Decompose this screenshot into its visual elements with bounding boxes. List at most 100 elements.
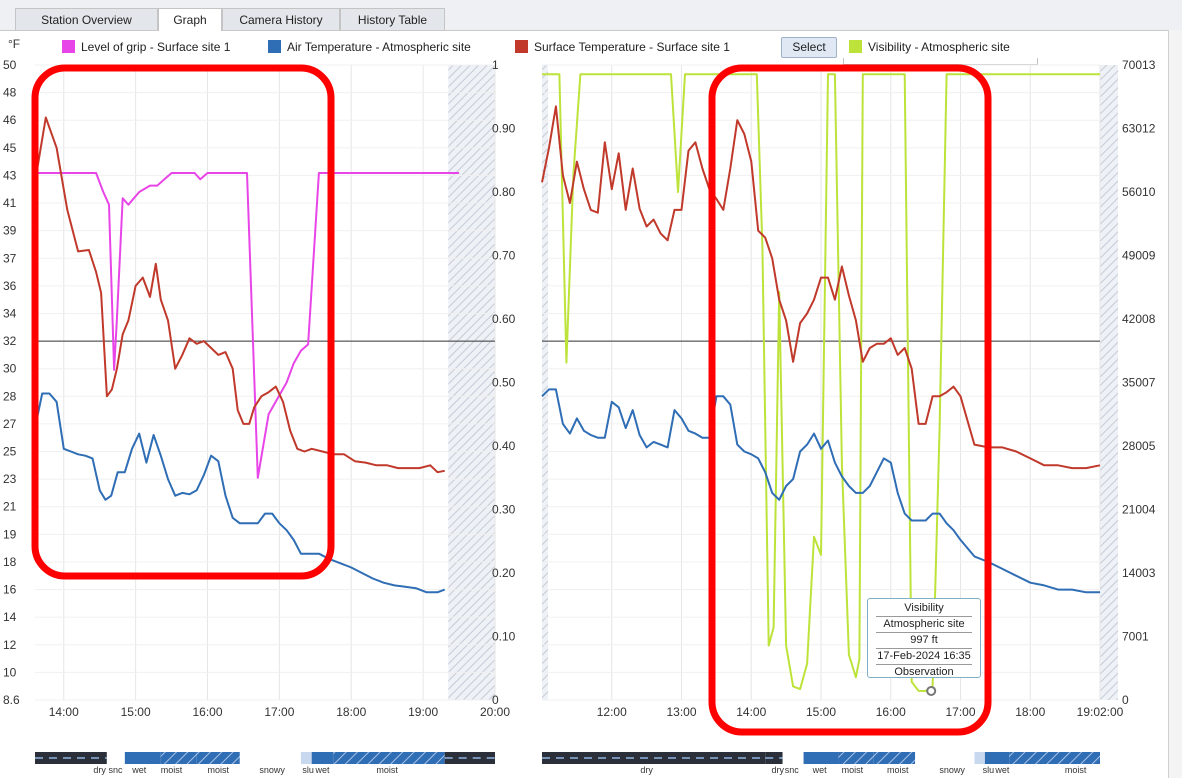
x-tick-label: 15:00 — [121, 705, 151, 719]
y-visibility-tick-label: 21004 — [1122, 503, 1156, 517]
hover-point-marker — [926, 685, 937, 696]
condition-label: slu — [302, 765, 314, 775]
x-tick-label: 13:00 — [666, 705, 696, 719]
select-button[interactable]: Select — [781, 37, 837, 58]
y-left-tick-label: 25 — [3, 445, 17, 459]
condition-label: snowy — [259, 765, 285, 775]
y-grip-tick-label: 0.20 — [492, 566, 516, 580]
visibility-swatch — [849, 40, 862, 53]
y-visibility-tick-label: 63012 — [1122, 122, 1156, 136]
y-left-tick-label: 28 — [3, 389, 17, 403]
y-visibility-tick-label: 70013 — [1122, 58, 1156, 72]
condition-strip-segment — [1009, 752, 1100, 764]
left-plot-area — [35, 65, 495, 700]
y-visibility-tick-label: 35007 — [1122, 376, 1156, 390]
legend-grip-label: Level of grip - Surface site 1 — [81, 40, 231, 54]
x-tick-label: 17:00 — [264, 705, 294, 719]
condition-label: moist — [376, 765, 398, 775]
condition-strip-segment — [239, 752, 301, 764]
x-tick-label: 15:00 — [806, 705, 836, 719]
x-tick-label: 14:00 — [49, 705, 79, 719]
condition-strip-segment — [106, 752, 125, 764]
y-visibility-tick-label: 0 — [1122, 693, 1129, 707]
tooltip-line3: 997 ft — [876, 633, 972, 649]
x-tick-label: 14:00 — [736, 705, 766, 719]
y-grip-tick-label: 0.70 — [492, 249, 516, 263]
right-scrollbar[interactable] — [1168, 30, 1182, 778]
tab-station-overview[interactable]: Station Overview — [15, 8, 158, 30]
condition-strip-segment — [765, 752, 783, 764]
condition-label: moist — [1065, 765, 1087, 775]
y-grip-tick-label: 0.90 — [492, 122, 516, 136]
y-grip-tick-label: 0.60 — [492, 312, 516, 326]
y-left-tick-label: 14 — [3, 610, 17, 624]
condition-strip-segment — [873, 752, 916, 764]
air-temp-series-line-right — [541, 388, 1100, 594]
y-grip-tick-label: 0 — [492, 693, 499, 707]
legend-surface[interactable]: Surface Temperature - Surface site 1 — [515, 38, 730, 56]
y-grip-tick-label: 0.50 — [492, 376, 516, 390]
x-tick-label: 19:00 — [408, 705, 438, 719]
surface-temp-series-line-right — [541, 105, 1101, 470]
y-left-tick-label: 37 — [3, 251, 17, 265]
surface-temp-series-line-left — [34, 116, 445, 474]
legend-visibility-label: Visibility - Atmospheric site — [868, 40, 1010, 54]
x-tick-label: 19:02:00 — [1077, 705, 1124, 719]
y-visibility-tick-label: 14003 — [1122, 566, 1156, 580]
y-left-tick-label: 18 — [3, 555, 17, 569]
y-visibility-tick-label: 49009 — [1122, 249, 1156, 263]
visibility-series-line — [542, 73, 1100, 692]
legend-visibility[interactable]: Visibility - Atmospheric site — [849, 38, 1010, 56]
tooltip-line1: Visibility — [876, 601, 972, 617]
tooltip-line5: Observation — [894, 666, 954, 678]
y-grip-tick-label: 0.30 — [492, 503, 516, 517]
condition-label: wet — [314, 765, 330, 775]
tab-camera-history[interactable]: Camera History — [222, 8, 340, 30]
condition-strip-segment — [974, 752, 985, 764]
y-left-tick-label: 23 — [3, 472, 17, 486]
condition-label: moist — [208, 765, 230, 775]
tab-graph[interactable]: Graph — [158, 8, 222, 31]
condition-strip-segment — [782, 752, 804, 764]
left-unit-label: °F — [8, 37, 20, 51]
grip-swatch — [62, 40, 75, 53]
y-left-tick-label: 10 — [3, 665, 17, 679]
tab-history-table[interactable]: History Table — [340, 8, 445, 30]
y-left-tick-label: 8.6 — [3, 693, 20, 707]
legend-surface-label: Surface Temperature - Surface site 1 — [534, 40, 730, 54]
y-left-tick-label: 48 — [3, 86, 17, 100]
condition-label: wet — [131, 765, 147, 775]
x-tick-label: 16:00 — [876, 705, 906, 719]
y-left-tick-label: 16 — [3, 583, 17, 597]
tab-bar: Station Overview Graph Camera History Hi… — [0, 0, 1182, 31]
air-temp-series-line-left — [34, 392, 446, 594]
condition-strip-segment — [803, 752, 839, 764]
condition-label: moist — [887, 765, 909, 775]
x-tick-label: 12:00 — [597, 705, 627, 719]
grip-series-line — [35, 172, 460, 479]
condition-label: slu — [983, 765, 995, 775]
condition-strip-segment — [444, 752, 495, 764]
y-visibility-tick-label: 28005 — [1122, 439, 1156, 453]
air-swatch — [268, 40, 281, 53]
y-left-tick-label: 50 — [3, 58, 17, 72]
condition-strip-segment — [915, 752, 975, 764]
y-left-tick-label: 12 — [3, 638, 17, 652]
x-tick-label: 18:00 — [1015, 705, 1045, 719]
condition-label: snowy — [939, 765, 965, 775]
y-left-tick-label: 34 — [3, 306, 17, 320]
y-left-tick-label: 32 — [3, 334, 17, 348]
condition-label: snc — [108, 765, 123, 775]
y-grip-tick-label: 0.40 — [492, 439, 516, 453]
tooltip-line4: 17-Feb-2024 16:35 — [876, 649, 972, 665]
legend-grip[interactable]: Level of grip - Surface site 1 — [62, 38, 230, 56]
condition-label: moist — [161, 765, 183, 775]
legend-air-label: Air Temperature - Atmospheric site — [287, 40, 471, 54]
condition-label: dry — [640, 765, 653, 775]
surface-swatch — [515, 40, 528, 53]
right-start-hatch — [542, 65, 548, 700]
condition-strip-segment — [124, 752, 161, 764]
legend-air[interactable]: Air Temperature - Atmospheric site — [268, 38, 471, 56]
highlight-box-right — [708, 64, 992, 736]
